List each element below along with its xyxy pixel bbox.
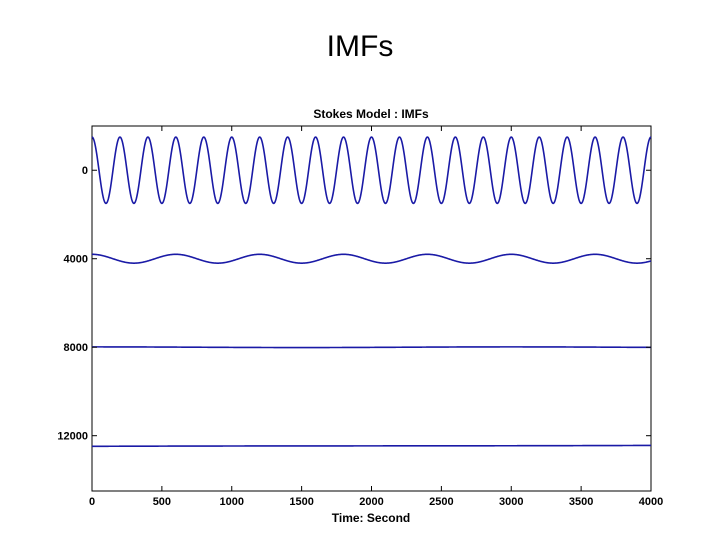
y-tick-label: 0 [82, 165, 88, 177]
slide-title: IMFs [326, 30, 394, 63]
x-tick-label: 2000 [359, 496, 383, 508]
imf-series-line-2 [92, 253, 652, 264]
y-tick-label: 4000 [64, 254, 88, 266]
x-tick-label: 500 [153, 496, 171, 508]
x-tick-label: 1000 [220, 496, 244, 508]
x-tick-label: 0 [89, 496, 95, 508]
y-tick-label: 12000 [57, 431, 88, 443]
plot-frame [91, 125, 652, 492]
imf-series-line-4 [91, 444, 651, 448]
x-tick-label: 4000 [639, 496, 663, 508]
imf-series-line-1 [91, 136, 652, 205]
x-tick-label: 3000 [499, 496, 523, 508]
x-tick-label: 3500 [569, 496, 593, 508]
chart-title: Stokes Model : IMFs [313, 107, 429, 121]
imf-series-line-3 [92, 346, 651, 349]
x-tick-label: 1500 [289, 496, 313, 508]
x-axis-label: Time: Second [332, 511, 410, 525]
y-tick-label: 8000 [64, 342, 88, 354]
x-tick-label: 2500 [429, 496, 453, 508]
